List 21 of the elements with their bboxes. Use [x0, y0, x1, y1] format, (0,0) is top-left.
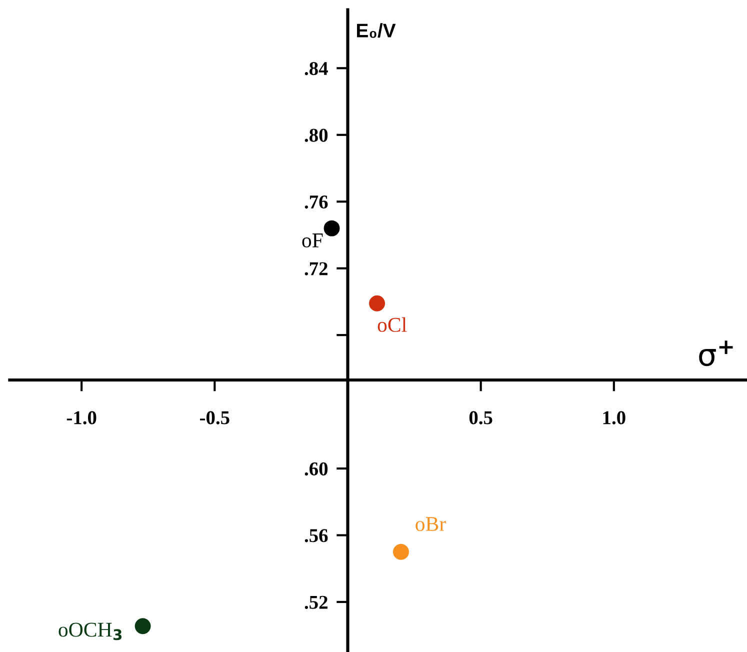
y-tick-label: .72 — [304, 262, 328, 276]
x-tick-label: 0.5 — [469, 411, 492, 424]
y-tick-label: .80 — [304, 128, 328, 142]
point — [324, 220, 340, 236]
y-tick-label: .52 — [304, 596, 328, 609]
series-label: oCl — [378, 317, 407, 332]
series-label: oOCH$_{3}$ — [58, 622, 122, 640]
point — [134, 618, 151, 634]
y-axis-title: E₀/V — [357, 23, 396, 38]
y-tick-label: .84 — [304, 62, 328, 76]
y-tick-label: .56 — [304, 529, 328, 542]
x-tick-label: 1.0 — [603, 411, 626, 424]
point — [369, 295, 386, 312]
series-label: oF — [302, 234, 323, 248]
x-tick-label: -0.5 — [200, 411, 230, 424]
series-label: oBr — [416, 517, 446, 532]
y-tick-label: .60 — [304, 462, 328, 476]
point — [393, 544, 409, 560]
y-tick-label: .76 — [304, 195, 328, 209]
x-tick-label: -1.0 — [66, 411, 96, 424]
x-axis-title: σ$^{+}$ — [699, 340, 733, 366]
